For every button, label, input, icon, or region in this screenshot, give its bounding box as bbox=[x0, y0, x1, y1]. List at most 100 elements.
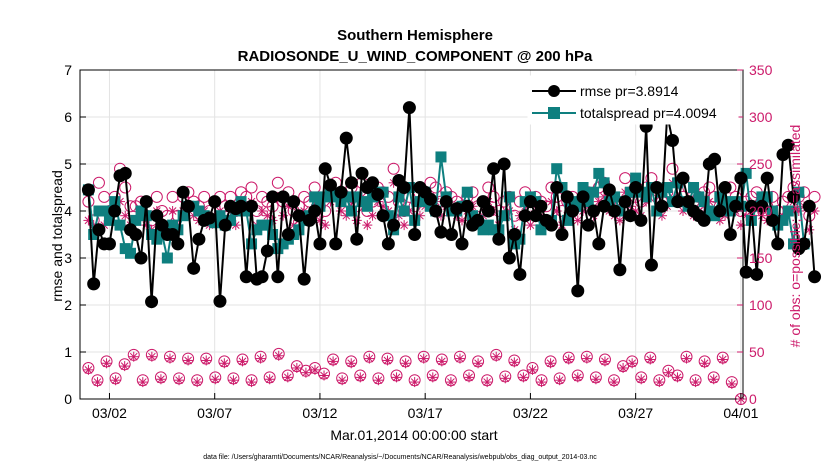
totalspread-point bbox=[398, 205, 410, 217]
totalspread-point bbox=[793, 186, 805, 198]
totalspread-point bbox=[766, 205, 778, 217]
obs-possible-point bbox=[150, 190, 163, 203]
asterisk-stroke bbox=[392, 373, 401, 382]
totalspread-point bbox=[724, 205, 736, 217]
rmse-point bbox=[481, 204, 495, 218]
obs-assimilated-point bbox=[273, 350, 284, 361]
asterisk-stroke bbox=[184, 356, 192, 365]
obs-assimilated-point bbox=[672, 372, 683, 383]
totalspread-point bbox=[624, 186, 636, 198]
asterisk-stroke bbox=[428, 373, 437, 382]
rmse-point bbox=[208, 195, 222, 209]
rmse-point bbox=[734, 171, 748, 185]
totalspread-point bbox=[177, 210, 189, 222]
rmse-point bbox=[644, 258, 658, 272]
asterisk-stroke bbox=[555, 376, 564, 385]
asterisk-stroke bbox=[537, 378, 546, 386]
asterisk-stroke bbox=[356, 373, 365, 382]
rmse-point bbox=[323, 178, 337, 192]
asterisk-stroke bbox=[573, 373, 582, 382]
rmse-point bbox=[697, 213, 711, 227]
asterisk-stroke bbox=[664, 368, 673, 377]
y-tick-label-left: 5 bbox=[64, 156, 72, 172]
asterisk-stroke bbox=[320, 371, 328, 380]
rmse-point bbox=[297, 272, 311, 286]
obs-assimilated-point bbox=[255, 353, 266, 364]
x-tick-label: 03/17 bbox=[408, 405, 443, 421]
obs-assimilated-point bbox=[319, 370, 330, 381]
obs-possible-point bbox=[666, 162, 679, 175]
asterisk-stroke bbox=[673, 373, 682, 382]
obs-assimilated-point bbox=[320, 220, 331, 231]
totalspread-point bbox=[109, 196, 121, 208]
rmse-point bbox=[192, 232, 206, 246]
asterisk-stroke bbox=[465, 373, 473, 382]
asterisk-stroke bbox=[229, 376, 238, 385]
totalspread-point bbox=[393, 191, 405, 203]
totalspread-point bbox=[588, 186, 600, 198]
legend-label-rmse: rmse pr=3.8914 bbox=[580, 83, 679, 99]
plot-layer bbox=[81, 101, 822, 405]
asterisk-stroke bbox=[582, 354, 591, 363]
obs-possible-point bbox=[308, 181, 321, 194]
totalspread-point bbox=[161, 252, 173, 264]
totalspread-point bbox=[672, 177, 684, 189]
rmse-point bbox=[329, 237, 343, 251]
asterisk-stroke bbox=[573, 216, 582, 225]
rmse-point bbox=[318, 162, 332, 176]
tick-layer: 0 1 2 3 4 5 6 7 0 50 100 150 200 250 300 350 03/02 03/07 0… bbox=[64, 62, 772, 421]
rmse-point bbox=[134, 251, 148, 265]
obs-assimilated-point bbox=[373, 375, 384, 386]
asterisk-stroke bbox=[256, 354, 265, 363]
obs-assimilated-point bbox=[491, 351, 502, 362]
asterisk-stroke bbox=[138, 378, 147, 386]
rmse-point bbox=[434, 225, 448, 239]
totalspread-point bbox=[609, 191, 621, 203]
totalspread-point bbox=[640, 191, 652, 203]
x-axis-label: Mar.01,2014 00:00:00 start bbox=[330, 427, 497, 443]
rmse-point bbox=[634, 213, 648, 227]
rmse-point bbox=[271, 270, 285, 284]
obs-assimilated-point bbox=[237, 356, 248, 367]
obs-assimilated-point bbox=[291, 362, 302, 373]
totalspread-point bbox=[788, 238, 800, 250]
obs-assimilated-point bbox=[346, 358, 357, 369]
legend-label-totalspread: totalspread pr=4.0094 bbox=[580, 105, 717, 121]
asterisk-stroke bbox=[374, 376, 383, 385]
rmse-point bbox=[371, 188, 385, 202]
totalspread-point bbox=[98, 205, 110, 217]
obs-assimilated-point bbox=[590, 374, 601, 385]
rmse-point bbox=[487, 162, 501, 176]
rmse-point bbox=[718, 181, 732, 194]
obs-assimilated-point bbox=[525, 220, 536, 231]
rmse-point bbox=[460, 199, 474, 213]
obs-assimilated-point bbox=[717, 354, 728, 365]
obs-assimilated-point bbox=[545, 358, 556, 369]
totalspread-point bbox=[761, 191, 773, 203]
totalspread-point bbox=[88, 229, 100, 240]
totalspread-point bbox=[551, 163, 563, 175]
obs-possible-point bbox=[387, 162, 400, 175]
obs-assimilated-point bbox=[400, 358, 411, 369]
asterisk-stroke bbox=[718, 355, 727, 364]
rmse-point bbox=[713, 204, 727, 218]
rmse-point bbox=[408, 228, 422, 241]
legend-box bbox=[527, 75, 739, 125]
rmse-point bbox=[613, 263, 627, 277]
rmse-point bbox=[797, 237, 811, 251]
totalspread-point bbox=[498, 210, 510, 222]
obs-assimilated-point bbox=[264, 374, 275, 385]
asterisk-stroke bbox=[368, 211, 377, 220]
rmse-point bbox=[523, 195, 537, 209]
totalspread-point bbox=[593, 167, 605, 179]
totalspread-point bbox=[361, 200, 373, 212]
rmse-point bbox=[287, 195, 301, 209]
obs-assimilated-point bbox=[409, 377, 420, 388]
asterisk-stroke bbox=[329, 357, 337, 366]
asterisk-stroke bbox=[619, 364, 627, 372]
y-tick-label-right: 0 bbox=[749, 391, 757, 407]
rmse-point bbox=[787, 190, 801, 204]
asterisk-stroke bbox=[202, 356, 211, 365]
rmse-point bbox=[587, 204, 601, 218]
